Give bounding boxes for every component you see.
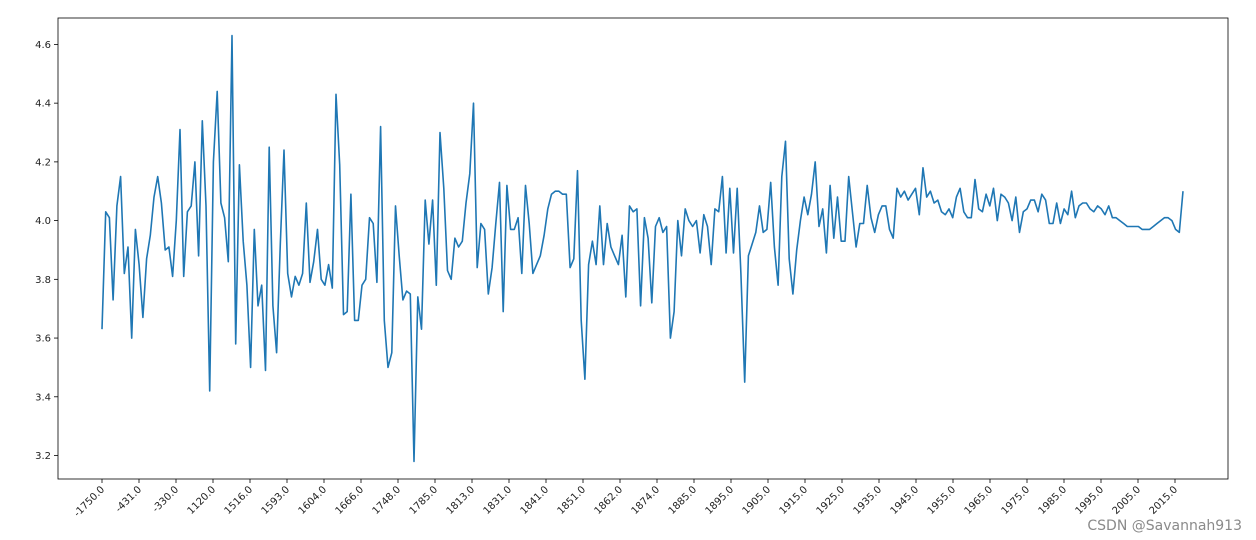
x-tick-label: 1985.0 xyxy=(1037,484,1070,517)
x-tick-label: 1593.0 xyxy=(260,484,293,517)
watermark: CSDN @Savannah913 xyxy=(1087,518,1242,534)
y-tick-label: 4.4 xyxy=(35,99,51,110)
x-axis: -1750.0 -431.0 -330.0 1120.0 1516.0 1593.0 160… xyxy=(72,479,1180,519)
x-tick-label: 1748.0 xyxy=(371,484,404,517)
x-tick-label: 1785.0 xyxy=(408,484,441,517)
y-tick-label: 3.4 xyxy=(35,392,51,403)
x-tick-label: 1841.0 xyxy=(519,484,552,517)
x-tick-label: 1995.0 xyxy=(1074,484,1107,517)
x-tick-label: 1516.0 xyxy=(223,484,256,517)
x-tick-label: 1915.0 xyxy=(778,484,811,517)
x-tick-label: 1862.0 xyxy=(593,484,626,517)
y-tick-label: 3.2 xyxy=(35,451,51,462)
y-tick-label: 4.6 xyxy=(35,40,51,51)
y-tick-label: 4.0 xyxy=(35,216,51,227)
x-tick-label: 1874.0 xyxy=(630,484,663,517)
x-tick-label: -431.0 xyxy=(114,484,145,515)
x-tick-label: 1895.0 xyxy=(704,484,737,517)
x-tick-label: 1905.0 xyxy=(741,484,774,517)
x-tick-label: 1975.0 xyxy=(1000,484,1033,517)
x-tick-label: 1935.0 xyxy=(852,484,885,517)
y-tick-label: 4.2 xyxy=(35,157,51,168)
x-tick-label: 1666.0 xyxy=(334,484,367,517)
x-tick-label: 2015.0 xyxy=(1148,484,1181,517)
x-tick-label: -330.0 xyxy=(151,484,182,515)
x-tick-label: -1750.0 xyxy=(72,484,107,519)
x-tick-label: 1120.0 xyxy=(186,484,219,517)
x-tick-label: 1945.0 xyxy=(889,484,922,517)
x-tick-label: 1813.0 xyxy=(445,484,478,517)
y-tick-label: 3.8 xyxy=(35,275,51,286)
x-tick-label: 2005.0 xyxy=(1111,484,1144,517)
x-tick-label: 1955.0 xyxy=(926,484,959,517)
y-tick-label: 3.6 xyxy=(35,334,51,345)
x-tick-label: 1831.0 xyxy=(482,484,515,517)
x-tick-label: 1925.0 xyxy=(815,484,848,517)
x-tick-label: 1965.0 xyxy=(963,484,996,517)
x-tick-label: 1851.0 xyxy=(556,484,589,517)
x-tick-label: 1604.0 xyxy=(297,484,330,517)
y-axis: 3.2 3.4 3.6 3.8 4.0 4.2 4.4 4.6 xyxy=(35,40,58,462)
x-tick-label: 1885.0 xyxy=(667,484,700,517)
series-line xyxy=(101,34,1184,463)
